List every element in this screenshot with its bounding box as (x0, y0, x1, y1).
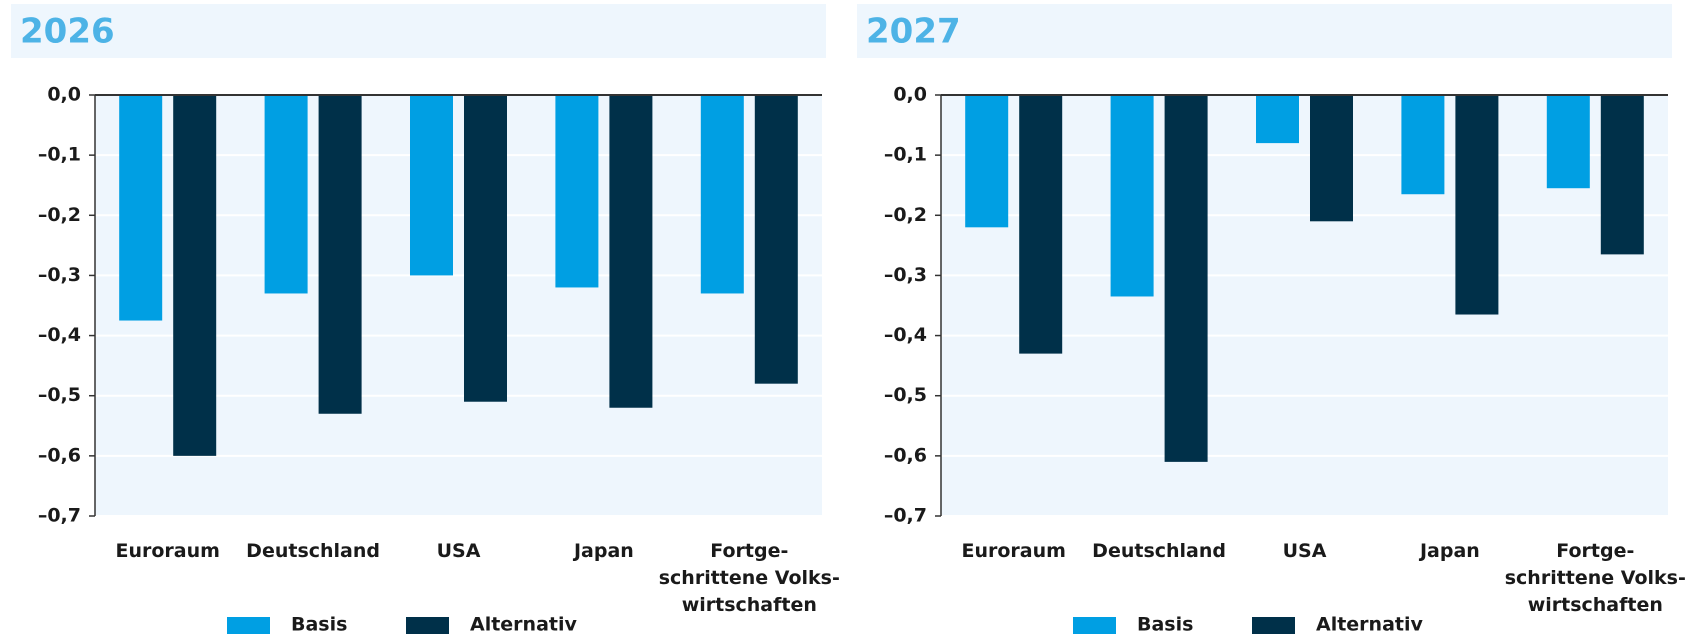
chart-title: 2026 (20, 12, 115, 52)
panel: 2026 0,0 –0,1 –0,2 –0,3 –0,4 –0,5 –0,6 –0,7 Euror… (11, 4, 840, 636)
bar (1110, 95, 1154, 297)
y-tick-label: –0,2 (38, 204, 81, 226)
y-tick-label: 0,0 (47, 84, 81, 106)
bar (754, 95, 798, 384)
bar (173, 95, 217, 456)
x-tick-label: USA (1283, 540, 1327, 562)
y-tick-label: –0,7 (884, 505, 927, 527)
y-tick-label: –0,7 (38, 505, 81, 527)
bar (1019, 95, 1063, 354)
x-tick-label: Deutschland (1092, 540, 1226, 562)
legend-label: Basis (1137, 614, 1193, 636)
x-tick-label: Japan (572, 540, 634, 562)
panel: 2027 0,0 –0,1 –0,2 –0,3 –0,4 –0,5 –0,6 –0,7 Euror… (857, 4, 1686, 636)
legend-swatch (406, 617, 449, 634)
y-tick-label: –0,4 (38, 324, 81, 346)
bar (965, 95, 1009, 228)
bar (410, 95, 453, 276)
legend-swatch (1073, 617, 1116, 634)
bar (119, 95, 163, 321)
title-band (857, 4, 1672, 58)
bar (1546, 95, 1590, 189)
bar (555, 95, 599, 288)
y-tick-label: –0,5 (884, 384, 927, 406)
bar (1401, 95, 1445, 195)
bar (1256, 95, 1299, 144)
y-tick-label: –0,1 (38, 144, 81, 166)
title-band (11, 4, 826, 58)
y-tick-label: –0,6 (884, 444, 927, 466)
x-tick-label: Deutschland (246, 540, 380, 562)
bar (464, 95, 507, 402)
x-tick-label: Fortge-schrittene Volks-wirtschaften (1505, 540, 1686, 616)
x-tick-label: Euroraum (115, 540, 219, 562)
legend-swatch (227, 617, 270, 634)
y-tick-label: –0,5 (38, 384, 81, 406)
legend-label: Alternativ (1316, 614, 1423, 636)
y-tick-label: –0,6 (38, 444, 81, 466)
chart-title: 2027 (866, 12, 961, 52)
bar (264, 95, 308, 294)
legend-swatch (1252, 617, 1295, 634)
x-tick-label: USA (437, 540, 481, 562)
y-tick-label: 0,0 (893, 84, 927, 106)
bar (1164, 95, 1208, 462)
legend-label: Basis (291, 614, 347, 636)
bar (609, 95, 653, 408)
y-tick-label: –0,3 (884, 264, 927, 286)
x-tick-label: Fortge-schrittene Volks-wirtschaften (659, 540, 840, 616)
bar (1600, 95, 1644, 255)
x-tick-label: Japan (1418, 540, 1480, 562)
y-tick-label: –0,3 (38, 264, 81, 286)
bar (1310, 95, 1353, 222)
bar (700, 95, 744, 294)
y-tick-label: –0,4 (884, 324, 927, 346)
y-tick-label: –0,2 (884, 204, 927, 226)
bar (318, 95, 362, 414)
y-tick-label: –0,1 (884, 144, 927, 166)
bar (1455, 95, 1499, 315)
legend-label: Alternativ (470, 614, 577, 636)
x-tick-label: Euroraum (961, 540, 1065, 562)
